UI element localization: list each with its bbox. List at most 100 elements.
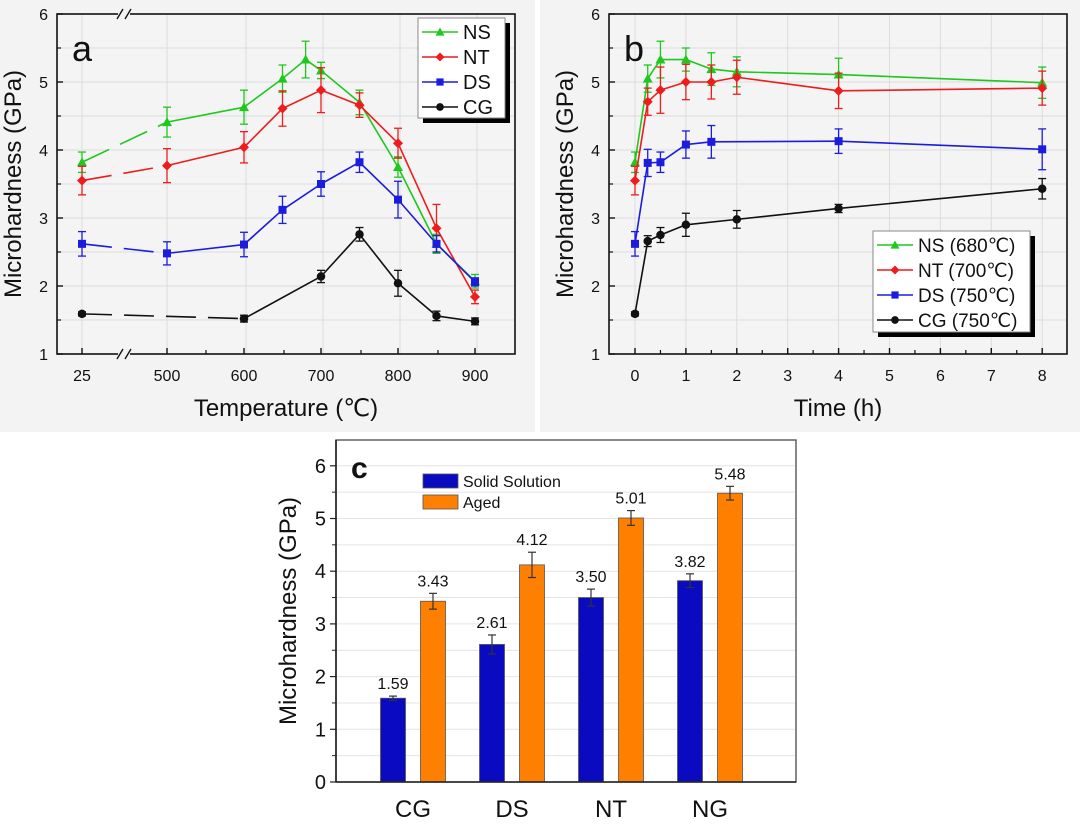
data-point-diamond	[354, 100, 365, 111]
series-line-segment	[320, 233, 361, 278]
data-point-square	[471, 277, 479, 286]
data-point-square	[707, 137, 716, 146]
y-tick-label: 1	[591, 347, 600, 364]
bar-value-label: 5.48	[714, 466, 745, 483]
data-point-square	[643, 158, 652, 167]
bar-aged	[618, 517, 644, 783]
legend-marker-square	[436, 78, 444, 86]
series-line-segment	[243, 107, 284, 148]
series-line-segment	[81, 313, 245, 320]
legend-marker-triangle	[435, 27, 445, 36]
data-point-diamond	[393, 138, 403, 149]
data-point-triangle	[393, 162, 403, 171]
series-line-segment	[736, 207, 839, 221]
x-tick-label: 5	[885, 368, 894, 385]
legend-marker-square	[891, 291, 899, 299]
data-point-diamond	[833, 85, 844, 96]
series-line-segment	[711, 140, 839, 143]
legend-label: CG	[463, 97, 493, 119]
data-point-circle	[239, 314, 249, 323]
y-tick-label: 4	[39, 143, 48, 160]
legend-label: DS	[463, 72, 491, 94]
data-point-circle	[470, 317, 480, 326]
legend-marker-diamond	[435, 52, 445, 62]
series-line-segment	[320, 161, 360, 185]
x-tick-label: 3	[783, 368, 792, 385]
data-point-diamond	[239, 142, 249, 153]
axis-break-mark	[116, 8, 124, 20]
y-tick-label: 3	[315, 614, 326, 636]
x-tick-label: DS	[495, 796, 528, 823]
series-cg	[77, 226, 480, 326]
series-line-segment	[660, 224, 687, 236]
data-point-diamond	[431, 223, 442, 234]
legend-label: NS	[463, 22, 491, 44]
data-point-triangle	[642, 73, 653, 83]
legend: NS (680℃) NT (700℃) DS (750℃) CG (750℃)	[872, 230, 1035, 337]
data-point-circle	[77, 309, 87, 319]
chart-b: 1 2 3 4 5 6 0 1 2 3 4 5 6 7 8 Time (h) Microhardness (GP…	[552, 7, 1068, 422]
chart-a: 1 2 3 4 5 6 25 500 600 700 800 900 Temperature (℃) Mi…	[0, 7, 516, 422]
bar-value-label: 1.59	[377, 676, 408, 693]
series-line-segment	[659, 143, 687, 163]
data-point-circle	[643, 236, 652, 246]
data-point-diamond	[655, 85, 666, 96]
data-point-circle	[316, 272, 326, 281]
bar-value-label: 3.82	[674, 554, 705, 571]
series-line-segment	[838, 140, 1043, 151]
data-point-square	[834, 137, 843, 146]
series-line-segment	[685, 58, 712, 70]
y-axis-label: Microhardness (GPa)	[0, 70, 27, 298]
series-line-segment	[736, 76, 839, 92]
legend-label: CG (750℃)	[918, 311, 1017, 332]
legend-marker-circle	[436, 103, 444, 111]
series-line-segment	[838, 87, 1043, 92]
legend-label: DS (750℃)	[918, 286, 1015, 307]
series-line-segment	[358, 104, 399, 144]
series-line-segment	[397, 142, 438, 229]
x-tick-label: 8	[1038, 368, 1047, 385]
series-line-segment	[243, 77, 283, 108]
axis-break-gap	[118, 11, 130, 17]
bar-solid-solution	[578, 597, 604, 783]
bar-aged	[717, 492, 743, 783]
series-line-segment	[838, 187, 1043, 210]
legend-label: NS (680℃)	[918, 236, 1015, 257]
legend-label: Aged	[463, 495, 500, 512]
bar-solid-solution	[677, 580, 703, 783]
x-tick-label: 0	[631, 368, 640, 385]
y-tick-label: 2	[39, 279, 48, 296]
series-cg	[630, 177, 1047, 319]
data-point-triangle	[239, 102, 249, 112]
data-point-diamond	[630, 175, 640, 186]
series-line-segment	[634, 240, 649, 315]
data-point-square	[681, 140, 690, 149]
x-tick-label: 6	[936, 368, 945, 385]
bar-solid-solution	[479, 644, 505, 783]
x-tick-label: 800	[385, 368, 412, 385]
y-tick-label: 5	[315, 509, 326, 531]
bar-solid-solution	[380, 697, 406, 783]
x-axis-label: Time (h)	[794, 395, 882, 422]
legend: NS NT DS CG	[417, 17, 510, 123]
y-tick-label: 3	[591, 211, 600, 228]
series-line-segment	[320, 69, 361, 104]
x-tick-label: 500	[154, 368, 181, 385]
data-point-triangle	[77, 157, 87, 167]
bar-value-label: 5.01	[615, 491, 646, 508]
series-line-segment	[397, 166, 438, 245]
x-tick-label: 4	[834, 368, 843, 385]
y-tick-label: 6	[315, 456, 326, 478]
series-line-segment	[711, 68, 737, 73]
data-point-triangle	[162, 117, 172, 127]
y-tick-label: 4	[591, 143, 600, 160]
data-point-diamond	[277, 103, 288, 114]
series-line-segment	[660, 81, 687, 91]
series-line-segment	[436, 315, 476, 323]
y-axis-label: Microhardness (GPa)	[552, 70, 579, 298]
data-point-diamond	[470, 291, 480, 302]
data-point-square	[432, 239, 441, 248]
y-tick-label: 2	[591, 279, 600, 296]
data-point-diamond	[706, 77, 717, 87]
